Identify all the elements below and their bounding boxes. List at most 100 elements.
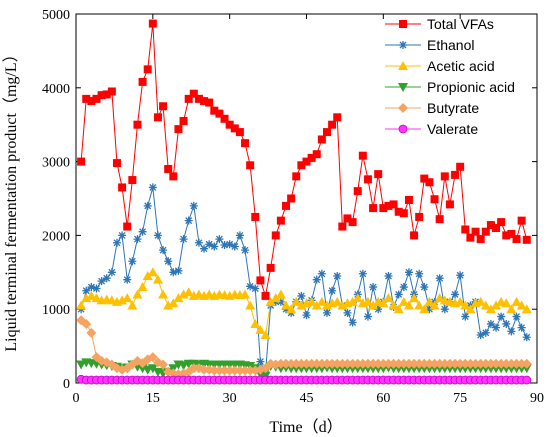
data-point [291,296,302,306]
data-point [241,246,250,255]
data-point [480,300,491,310]
data-point [512,312,521,321]
data-point [352,358,363,369]
data-point [429,358,440,369]
data-point [301,358,312,369]
data-point [435,215,444,224]
data-point [286,358,297,369]
legend-label: Valerate [427,121,478,137]
data-point [112,159,121,168]
data-point [506,304,517,314]
data-point [179,235,188,244]
data-point [169,268,178,277]
data-point [256,357,265,366]
data-point [256,276,265,285]
data-point [415,269,424,278]
data-point [184,94,193,103]
data-point [234,365,245,376]
series-valerate [76,374,532,385]
x-tick-label: 0 [73,391,80,406]
data-point [225,120,234,129]
data-point [123,275,132,284]
data-point [404,195,413,204]
legend-item: Acetic acid [385,58,495,74]
data-point [507,229,516,238]
data-point [369,204,378,213]
data-point [521,304,532,314]
data-point [317,135,326,144]
data-point [409,358,420,369]
data-point [379,204,388,213]
data-point [271,231,280,240]
data-point [291,358,302,369]
data-point [137,282,148,292]
legend-label: Total VFAs [427,16,494,32]
data-point [159,102,168,111]
data-point [220,240,229,249]
data-point [220,114,229,123]
data-point [102,90,111,99]
data-point [82,286,91,295]
data-point [260,330,271,340]
data-point [502,319,511,328]
legend-marker [398,124,408,134]
data-point [486,319,495,328]
data-point [317,269,326,278]
legend-marker [399,20,407,28]
data-point [369,283,378,292]
data-point [265,296,276,306]
data-point [425,178,434,187]
data-point [353,187,362,196]
data-point [475,296,486,306]
data-point [357,358,368,369]
data-point [378,358,389,369]
data-point [481,328,490,337]
data-point [327,358,338,369]
legend-label: Butyrate [427,100,479,116]
data-point [97,277,106,286]
data-point [286,304,297,314]
data-point [337,358,348,369]
data-point [194,94,203,103]
data-point [153,231,162,240]
y-tick-label: 2000 [42,229,70,244]
data-point [333,113,342,122]
data-point [476,235,485,244]
data-point [235,231,244,240]
data-point [281,358,292,369]
data-point [435,274,444,283]
data-point [86,327,97,338]
data-point [516,358,527,369]
data-point [210,106,219,115]
legend-label: Acetic acid [427,58,495,74]
data-point [312,275,321,284]
data-point [230,124,239,133]
data-point [497,312,506,321]
legend-item: Butyrate [385,100,479,116]
data-point [460,300,471,310]
series-line [80,187,528,374]
data-point [199,364,210,375]
data-point [92,94,101,103]
data-point [419,358,430,369]
data-point [322,308,331,317]
data-point [398,296,409,306]
data-point [420,283,429,292]
data-point [152,274,163,284]
data-point [465,304,476,314]
data-point [414,358,425,369]
data-point [332,296,343,306]
data-point [302,311,311,320]
data-point [302,157,311,166]
data-point [214,365,225,376]
data-point [189,201,198,210]
data-point [292,172,301,181]
data-point [112,238,121,247]
data-point [123,222,132,231]
data-point [153,113,162,122]
data-point [148,183,157,192]
data-point [430,195,439,204]
data-point [102,274,111,283]
data-point [333,271,342,280]
data-point [128,257,137,266]
